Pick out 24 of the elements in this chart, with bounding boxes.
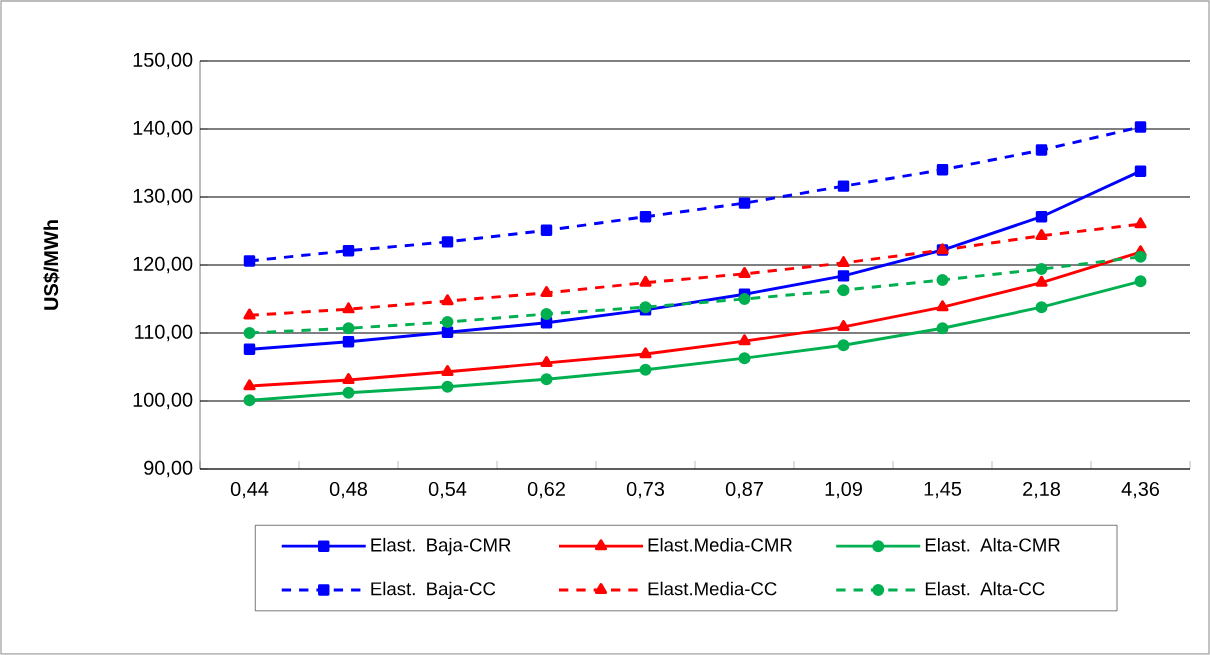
x-tick-label: 0,44 <box>230 481 269 499</box>
x-tick-label: 0,62 <box>527 481 565 499</box>
x-tick-label: 1,09 <box>825 481 862 499</box>
y-tick-label: 140,00 <box>133 120 193 138</box>
x-tick-label: 4,36 <box>1121 481 1160 499</box>
y-tick-label: 130,00 <box>133 188 193 206</box>
legend-label: Elast.Media-CC <box>648 581 777 596</box>
y-axis-title: US$/MWh <box>43 220 60 310</box>
y-tick-label: 150,00 <box>133 52 193 70</box>
x-tick-label: 0,48 <box>329 481 368 499</box>
legend-label: Elast. Alta-CMR <box>925 537 1060 552</box>
legend-label: Elast. Alta-CC <box>925 581 1045 596</box>
x-tick-label: 2,18 <box>1023 481 1061 499</box>
y-tick-label: 110,00 <box>135 324 193 342</box>
x-tick-label: 0,73 <box>626 481 665 499</box>
y-tick-label: 100,00 <box>133 392 193 410</box>
y-tick-label: 120,00 <box>133 256 193 274</box>
legend-label: Elast. Baja-CC <box>371 581 496 600</box>
legend-label: Elast. Baja-CMR <box>371 537 511 556</box>
legend-label: Elast.Media-CMR <box>648 537 792 552</box>
x-tick-label: 0,54 <box>428 481 467 499</box>
x-tick-label: 1,45 <box>924 481 962 499</box>
y-tick-label: 90,00 <box>144 460 193 478</box>
x-tick-label: 0,87 <box>725 481 763 499</box>
